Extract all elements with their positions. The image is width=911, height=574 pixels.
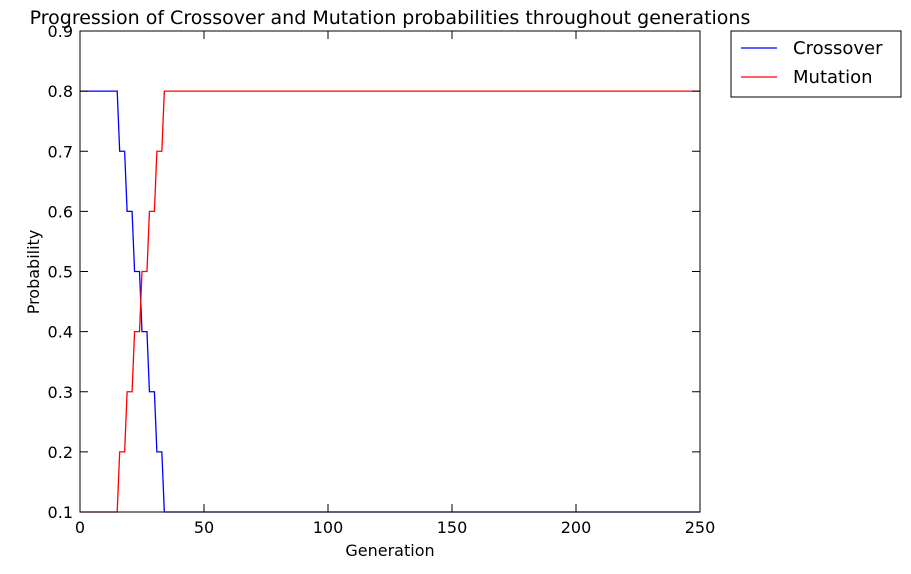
chart-title: Progression of Crossover and Mutation pr… (30, 7, 751, 29)
y-tick-label: 0.8 (48, 82, 73, 101)
y-axis-label: Probability (24, 230, 43, 315)
y-tick-label: 0.7 (48, 142, 73, 161)
plot-background (80, 31, 700, 512)
series-layer (80, 90, 700, 513)
axes-layer: 0 50 100 150 200 250 0.1 0.2 0.3 0.4 0.5 0.6 0.7 0.8 0… (48, 22, 716, 537)
y-tick-label: 0.4 (48, 323, 73, 342)
x-tick-label: 250 (685, 518, 716, 537)
legend-label-crossover: Crossover (793, 38, 883, 59)
y-tick-label: 0.2 (48, 443, 73, 462)
y-tick-label: 0.9 (48, 22, 73, 41)
x-tick-label: 200 (561, 518, 592, 537)
legend-label-mutation: Mutation (793, 67, 873, 88)
y-tick-label: 0.5 (48, 263, 73, 282)
plot-area (80, 31, 700, 512)
series-line-mutation (80, 90, 700, 513)
x-tick-label: 150 (437, 518, 468, 537)
y-tick-label: 0.6 (48, 202, 73, 221)
x-axis-label: Generation (345, 541, 434, 560)
x-tick-label: 50 (194, 518, 214, 537)
legend-box (730, 30, 902, 98)
legend: Crossover Mutation (730, 30, 902, 98)
y-tick-label: 0.3 (48, 383, 73, 402)
x-tick-label: 0 (75, 518, 85, 537)
y-tick-label: 0.1 (48, 503, 73, 522)
x-tick-label: 100 (313, 518, 344, 537)
plot-frame (79, 30, 701, 513)
